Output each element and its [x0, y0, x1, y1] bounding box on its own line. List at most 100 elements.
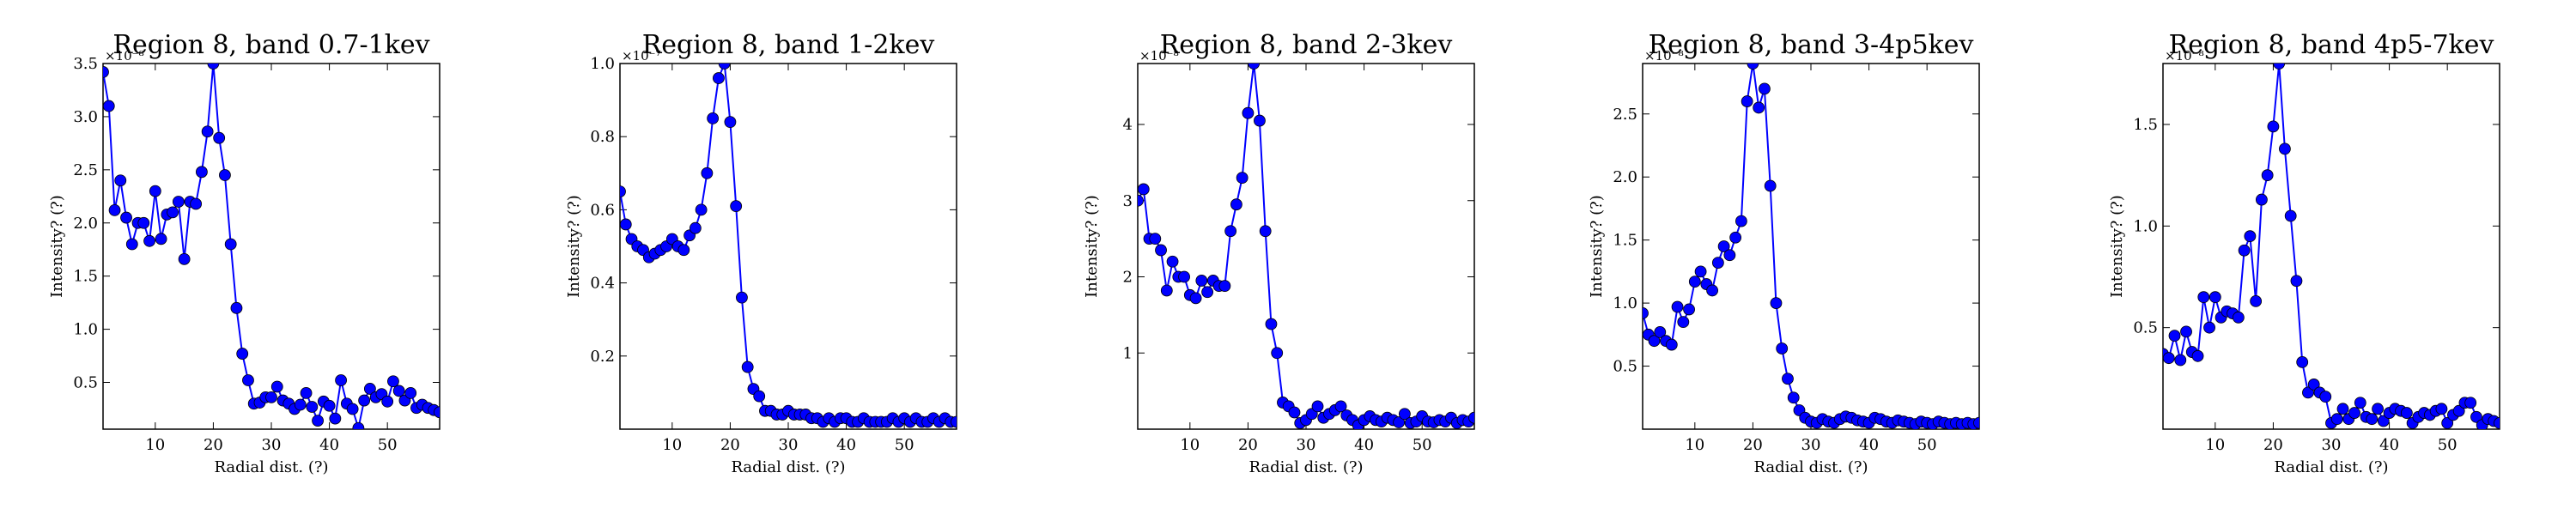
x-tick-label: 30 — [2322, 436, 2342, 454]
data-point — [2191, 349, 2204, 362]
x-tick-label: 40 — [836, 436, 856, 454]
y-axis-label: Intensity? (?) — [565, 195, 583, 298]
data-point — [137, 216, 150, 229]
x-tick-label: 20 — [204, 436, 223, 454]
data-point — [387, 375, 399, 388]
y-exponent-label: ×10⁻⁸ — [105, 48, 144, 64]
y-tick-label: 1.0 — [2133, 217, 2158, 235]
y-tick-label: 2.0 — [73, 215, 98, 233]
data-point — [2319, 391, 2332, 403]
data-point — [2441, 416, 2454, 429]
data-point — [1271, 347, 1284, 360]
data-point — [730, 200, 743, 213]
data-point — [695, 203, 708, 216]
data-point — [1288, 406, 1301, 419]
data-point — [2250, 294, 2263, 307]
data-point — [2296, 355, 2309, 368]
x-tick-label: 30 — [262, 436, 282, 454]
data-point — [1694, 265, 1707, 278]
x-tick-label: 10 — [662, 436, 682, 454]
x-tick-label: 50 — [378, 436, 398, 454]
data-point — [707, 112, 720, 124]
data-point — [1787, 391, 1800, 404]
chart-title: Region 8, band 1-2kev — [642, 30, 935, 60]
data-point — [242, 374, 254, 386]
data-point — [2435, 403, 2448, 415]
data-point — [1671, 300, 1684, 313]
x-tick-label: 50 — [2438, 436, 2458, 454]
data-point — [2330, 413, 2343, 426]
data-point — [1259, 225, 1272, 238]
data-point — [1254, 114, 1266, 127]
data-point — [167, 206, 179, 219]
data-point — [1138, 194, 1144, 207]
data-point — [125, 238, 138, 251]
x-tick-label: 20 — [1743, 436, 1763, 454]
data-point — [2244, 230, 2257, 243]
y-tick-label: 1.5 — [2133, 116, 2158, 134]
data-point — [172, 196, 185, 208]
x-tick-label: 20 — [1238, 436, 1258, 454]
data-point — [1782, 373, 1794, 385]
data-point — [236, 348, 249, 360]
data-point — [724, 116, 737, 129]
data-point — [1334, 400, 1347, 413]
data-point — [1166, 255, 1179, 268]
data-point — [2377, 415, 2390, 427]
data-point — [1735, 215, 1747, 227]
data-point — [213, 131, 226, 144]
x-axis-label: Radial dist. (?) — [731, 458, 845, 476]
data-point — [2494, 417, 2500, 429]
data-point — [1747, 64, 1759, 70]
data-point — [1138, 183, 1150, 196]
y-tick-label: 1 — [1123, 344, 1133, 362]
series-line — [103, 64, 440, 429]
y-axis-label: Intensity? (?) — [48, 195, 66, 298]
data-point — [224, 238, 237, 251]
axes-frame — [1642, 63, 1980, 430]
data-point — [1717, 240, 1730, 252]
data-point — [1189, 292, 1202, 305]
data-point — [103, 100, 115, 112]
x-tick-label: 10 — [1180, 436, 1200, 454]
data-point — [1230, 198, 1242, 211]
data-point — [2284, 209, 2297, 222]
data-point — [2279, 142, 2291, 155]
data-point — [1468, 411, 1474, 424]
data-point — [108, 203, 121, 216]
data-point — [335, 374, 348, 386]
data-point — [300, 386, 313, 399]
x-tick-label: 20 — [720, 436, 740, 454]
y-tick-label: 0.4 — [590, 275, 615, 293]
y-tick-label: 1.0 — [1613, 294, 1637, 312]
x-axis-label: Radial dist. (?) — [1753, 458, 1868, 476]
y-tick-label: 1.5 — [73, 268, 98, 286]
y-tick-label: 2.5 — [73, 161, 98, 179]
y-tick-label: 1.0 — [590, 55, 615, 73]
data-point — [1149, 233, 1162, 245]
y-tick-label: 2.5 — [1613, 106, 1637, 124]
data-point — [120, 211, 132, 224]
data-point — [1776, 342, 1789, 354]
data-point — [2366, 413, 2379, 426]
data-point — [689, 221, 702, 234]
data-point — [2267, 120, 2280, 133]
data-point — [2261, 169, 2274, 182]
data-point — [1770, 297, 1783, 310]
data-point — [677, 244, 690, 257]
series-line — [2163, 64, 2500, 427]
data-point — [1648, 335, 1661, 348]
data-point — [323, 399, 336, 412]
y-axis-label: Intensity? (?) — [1588, 195, 1606, 298]
data-point — [1236, 172, 1249, 185]
x-tick-label: 40 — [2379, 436, 2399, 454]
data-point — [1706, 284, 1719, 297]
data-point — [201, 125, 214, 138]
data-point — [207, 64, 220, 70]
data-point — [736, 291, 748, 304]
data-point — [1218, 280, 1231, 293]
data-point — [114, 174, 127, 187]
